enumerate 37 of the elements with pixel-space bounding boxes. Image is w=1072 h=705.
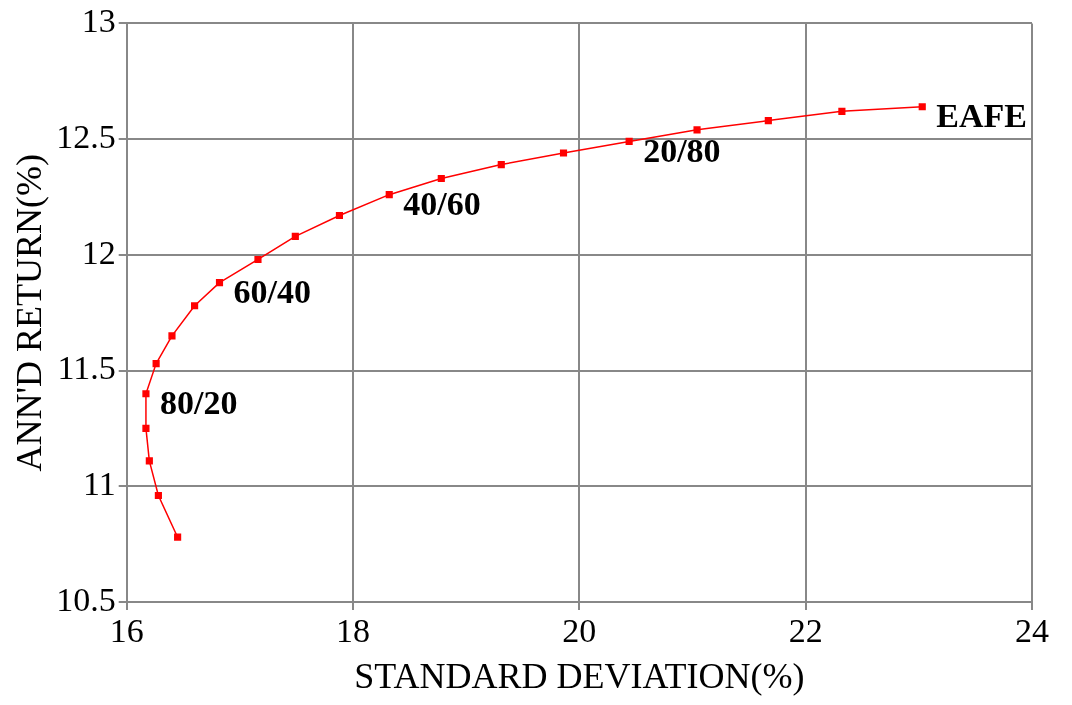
point	[437, 174, 445, 183]
annotation: 40/60	[403, 185, 481, 223]
point	[335, 211, 344, 220]
point	[142, 424, 150, 432]
point	[154, 491, 162, 500]
y-tick-label: 11	[82, 465, 116, 503]
point	[152, 360, 160, 368]
point	[764, 117, 772, 125]
point	[625, 137, 633, 146]
point	[174, 533, 182, 541]
x-tick-label: 18	[336, 612, 371, 650]
point	[918, 103, 926, 111]
x-axis-title: STANDARD DEVIATION(%)	[354, 655, 805, 696]
point	[168, 332, 176, 340]
x-tick-label: 24	[1015, 612, 1049, 650]
point	[142, 390, 150, 398]
point	[215, 279, 224, 287]
point	[145, 457, 153, 465]
point	[254, 255, 262, 264]
y-tick-label: 11.5	[57, 349, 116, 387]
point	[385, 191, 393, 199]
point	[497, 161, 505, 169]
point	[693, 126, 701, 134]
x-tick-label: 22	[788, 612, 823, 650]
point	[291, 232, 299, 240]
y-axis-title: ANN'D RETURN(%)	[9, 153, 50, 472]
annotation: 80/20	[159, 384, 238, 422]
annotation: 20/80	[643, 132, 721, 170]
annotation: 60/40	[233, 273, 311, 311]
point	[838, 107, 846, 115]
point	[191, 302, 199, 310]
y-tick-label: 12	[81, 233, 116, 271]
x-tick-label: 20	[562, 612, 597, 650]
y-tick-label: 13	[81, 2, 116, 40]
annotation: EAFE	[936, 97, 1027, 135]
point	[559, 149, 568, 157]
y-tick-label: 12.5	[56, 118, 116, 156]
